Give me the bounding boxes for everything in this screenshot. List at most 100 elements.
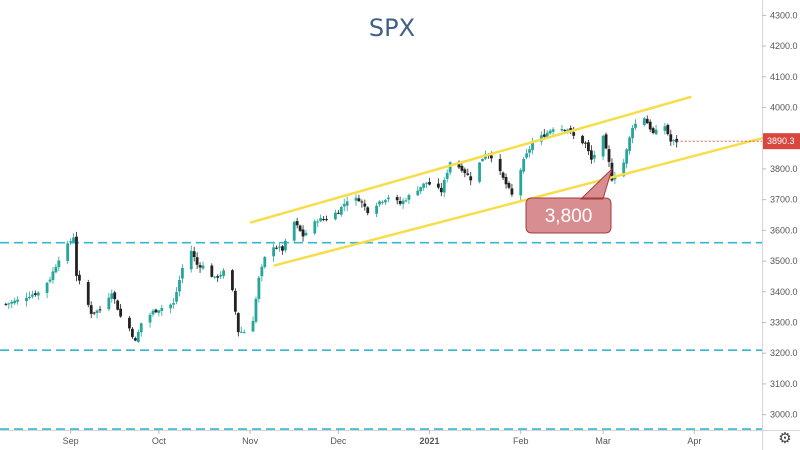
candle-body bbox=[198, 265, 202, 268]
candle-body bbox=[216, 276, 220, 278]
candle-body bbox=[281, 246, 284, 251]
candle-body bbox=[192, 251, 196, 258]
candle-body bbox=[7, 303, 11, 305]
candle-body bbox=[78, 274, 81, 281]
candle-body bbox=[336, 212, 340, 214]
candle-body bbox=[634, 123, 637, 128]
candle-body bbox=[460, 165, 464, 171]
candle-body bbox=[654, 129, 658, 135]
candle-body bbox=[130, 328, 134, 337]
candle-body bbox=[301, 229, 305, 237]
candle-body bbox=[569, 128, 573, 132]
candle-body bbox=[342, 204, 346, 207]
candle-body bbox=[151, 310, 155, 315]
candle-body bbox=[319, 217, 323, 222]
y-tick-label: 4100.0 bbox=[770, 72, 798, 82]
candle-body bbox=[587, 142, 590, 152]
candle-body bbox=[86, 282, 90, 305]
candle-body bbox=[404, 200, 408, 202]
candle-body bbox=[195, 257, 199, 265]
channel-lower-line bbox=[273, 137, 763, 267]
candle-body bbox=[510, 188, 514, 195]
candle-body bbox=[401, 200, 405, 204]
x-tick-label: Nov bbox=[242, 436, 259, 446]
x-tick-label: Mar bbox=[595, 436, 611, 446]
candle-body bbox=[345, 201, 349, 206]
candle-body bbox=[457, 163, 461, 168]
x-tick-label: Dec bbox=[330, 436, 347, 446]
candle-body bbox=[316, 221, 320, 223]
candle-body bbox=[663, 126, 667, 131]
candle-body bbox=[642, 118, 646, 125]
candle-body bbox=[519, 170, 523, 196]
candle-body bbox=[251, 321, 255, 332]
x-tick-label: Feb bbox=[513, 436, 529, 446]
candle-body bbox=[257, 277, 261, 299]
candle-body bbox=[445, 172, 449, 179]
candle-body bbox=[154, 309, 158, 313]
y-tick-label: 3500.0 bbox=[770, 256, 798, 266]
candle-body bbox=[295, 221, 299, 226]
candle-body bbox=[498, 158, 502, 172]
candle-body bbox=[463, 169, 467, 174]
candle-body bbox=[572, 132, 576, 136]
candle-body bbox=[133, 338, 137, 341]
candle-body bbox=[501, 172, 505, 178]
candle-body bbox=[489, 155, 493, 159]
candle-body bbox=[272, 247, 276, 257]
candle-body bbox=[36, 292, 40, 296]
candle-body bbox=[542, 134, 546, 137]
candle-body bbox=[648, 121, 652, 130]
candle-body bbox=[478, 162, 481, 182]
candle-body bbox=[13, 300, 17, 304]
candle-body bbox=[169, 304, 173, 309]
candle-body bbox=[439, 187, 443, 193]
candle-body bbox=[672, 140, 676, 142]
candle-body bbox=[631, 127, 634, 139]
settings-gear-icon[interactable]: ⚙ bbox=[778, 430, 792, 447]
candle-body bbox=[72, 237, 75, 242]
candle-body bbox=[628, 137, 632, 151]
y-tick-label: 3400.0 bbox=[770, 287, 798, 297]
candle-body bbox=[283, 240, 287, 251]
candle-body bbox=[157, 310, 161, 313]
candle-body bbox=[292, 221, 296, 241]
candle-body bbox=[407, 195, 411, 200]
x-tick-label: Apr bbox=[687, 436, 701, 446]
last-price-badge bbox=[763, 133, 800, 150]
candle-body bbox=[275, 247, 278, 249]
candle-body bbox=[551, 129, 555, 132]
candle-body bbox=[89, 305, 93, 314]
channel-upper-line bbox=[249, 95, 692, 224]
candle-body bbox=[581, 135, 584, 144]
candle-body bbox=[178, 280, 181, 292]
candle-body bbox=[10, 301, 14, 304]
candle-body bbox=[45, 282, 49, 293]
candle-body bbox=[675, 138, 679, 143]
candle-body bbox=[148, 314, 152, 323]
candle-body bbox=[242, 332, 246, 334]
candle-body bbox=[160, 308, 164, 311]
candle-body bbox=[98, 309, 102, 311]
candle-body bbox=[66, 243, 70, 262]
candle-body bbox=[422, 183, 426, 188]
annotation-label: 3,800 bbox=[545, 206, 593, 227]
candle-body bbox=[263, 257, 267, 268]
candle-body bbox=[75, 236, 78, 276]
candle-body bbox=[136, 331, 140, 342]
candle-body bbox=[219, 274, 223, 277]
candle-body bbox=[528, 149, 531, 153]
candle-body bbox=[363, 203, 367, 207]
candle-body bbox=[113, 292, 117, 300]
candle-body bbox=[378, 201, 381, 205]
candle-body bbox=[525, 153, 529, 158]
candle-body bbox=[298, 225, 302, 231]
y-tick-label: 3800.0 bbox=[770, 164, 798, 174]
y-tick-label: 3100.0 bbox=[770, 379, 798, 389]
candle-body bbox=[30, 294, 34, 297]
candle-body bbox=[563, 130, 567, 132]
candle-body bbox=[313, 221, 317, 234]
candle-body bbox=[436, 183, 440, 188]
candle-body bbox=[384, 200, 387, 203]
